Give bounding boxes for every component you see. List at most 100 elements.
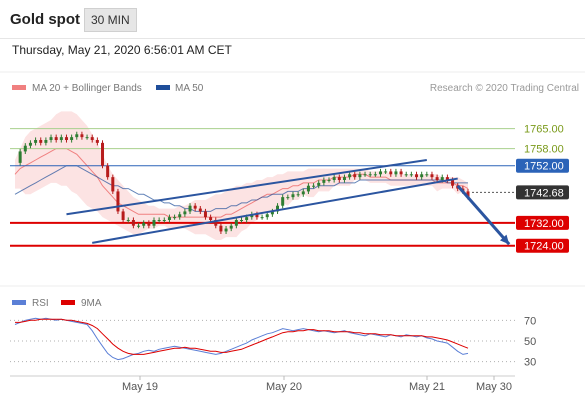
level-tag-5: [516, 238, 569, 253]
candle-body: [101, 142, 105, 166]
candle-body: [286, 197, 290, 199]
candle-body: [23, 145, 27, 152]
candle-body: [415, 174, 419, 178]
candle-body: [203, 211, 207, 218]
candle-body: [270, 211, 274, 215]
rsi-tick-30: 30: [524, 357, 536, 369]
candle-body: [332, 177, 336, 180]
candle-body: [64, 137, 68, 140]
level-tag-3: [516, 185, 569, 200]
candle-body: [167, 217, 171, 220]
candle-body: [193, 205, 197, 209]
candle-body: [111, 177, 115, 192]
legend-swatch-rsi: [12, 300, 26, 305]
bollinger-band-area: [15, 111, 468, 241]
candle-body: [54, 137, 58, 140]
level-label-1: 1758.00: [524, 144, 564, 156]
candle-body: [430, 174, 434, 178]
candle-body: [363, 174, 367, 176]
legend-label-rsi-ma: 9MA: [81, 298, 102, 309]
candle-body: [312, 185, 316, 187]
candle-body: [378, 171, 382, 175]
candle-body: [445, 177, 449, 180]
candle-body: [142, 222, 146, 226]
rsi-tick-50: 50: [524, 336, 536, 348]
candle-body: [85, 137, 89, 139]
candle-body: [162, 220, 166, 221]
timeframe-badge[interactable]: 30 MIN: [84, 8, 137, 32]
candle-body: [404, 174, 408, 176]
ma50-line: [14, 165, 468, 212]
candle-body: [440, 177, 444, 180]
x-tick-label: May 20: [266, 381, 302, 393]
level-tag-4: [516, 215, 569, 230]
candle-body: [106, 165, 110, 178]
candle-body: [337, 177, 341, 180]
candle-body: [49, 137, 53, 140]
candle-body: [209, 217, 213, 220]
candle-body: [152, 220, 156, 226]
candle-body: [173, 217, 177, 219]
candle-body: [389, 171, 393, 175]
candle-body: [198, 208, 202, 212]
x-tick-label: May 19: [122, 381, 158, 393]
candle-body: [348, 174, 352, 178]
channel-upper-line: [66, 159, 427, 216]
credit-label: Research © 2020 Trading Central: [430, 83, 579, 94]
legend-swatch-rsi-ma: [61, 300, 75, 305]
candle-body: [188, 205, 192, 212]
candle-body: [399, 171, 403, 175]
candle-body: [44, 140, 48, 143]
legend-swatch-bollinger: [12, 85, 26, 90]
x-tick-label: May 30: [476, 381, 512, 393]
candle-body: [435, 177, 439, 180]
level-tag-2: [516, 158, 569, 173]
candle-body: [90, 137, 94, 140]
candle-body: [116, 191, 120, 212]
legend-swatch-ma50: [156, 85, 170, 90]
projection-arrowhead: [499, 234, 510, 245]
candle-body: [317, 182, 321, 186]
candle-body: [229, 225, 233, 229]
candle-body: [34, 140, 38, 143]
candle-body: [183, 211, 187, 215]
candle-body: [322, 180, 326, 183]
instrument-title: Gold spot: [10, 11, 80, 28]
candle-body: [234, 220, 238, 226]
candle-body: [327, 180, 331, 181]
candle-body: [260, 217, 264, 219]
legend-label-ma50: MA 50: [175, 83, 204, 94]
candle-body: [342, 177, 346, 180]
level-label-3: 1742.68: [524, 187, 564, 199]
candle-body: [18, 151, 22, 163]
candle-body: [425, 174, 429, 176]
candle-body: [281, 197, 285, 206]
candle-body: [95, 140, 99, 143]
legend-label-bollinger: MA 20 + Bollinger Bands: [32, 83, 142, 94]
rsi-tick-70: 70: [524, 315, 536, 327]
candle-body: [291, 194, 295, 198]
candle-body: [147, 222, 151, 226]
datetime-label: Thursday, May 21, 2020 6:56:01 AM CET: [12, 43, 232, 57]
candle-body: [353, 174, 357, 178]
projection-arrow-line: [456, 184, 511, 246]
candle-body: [384, 171, 388, 173]
candle-body: [255, 214, 259, 218]
candle-body: [137, 225, 141, 227]
channel-lower-line: [92, 177, 458, 244]
candle-body: [466, 191, 470, 198]
level-label-2: 1752.00: [524, 161, 564, 173]
level-label-4: 1732.00: [524, 218, 564, 230]
candle-body: [240, 220, 243, 221]
candle-body: [394, 171, 398, 175]
candle-body: [373, 174, 377, 176]
level-label-0: 1765.00: [524, 124, 564, 136]
candle-body: [75, 134, 79, 138]
candle-body: [59, 137, 63, 140]
candle-body: [28, 142, 32, 146]
candle-body: [451, 180, 455, 186]
chart-header: Gold spot 30 MIN: [0, 0, 585, 39]
candle-body: [219, 225, 223, 232]
candle-body: [126, 220, 130, 221]
